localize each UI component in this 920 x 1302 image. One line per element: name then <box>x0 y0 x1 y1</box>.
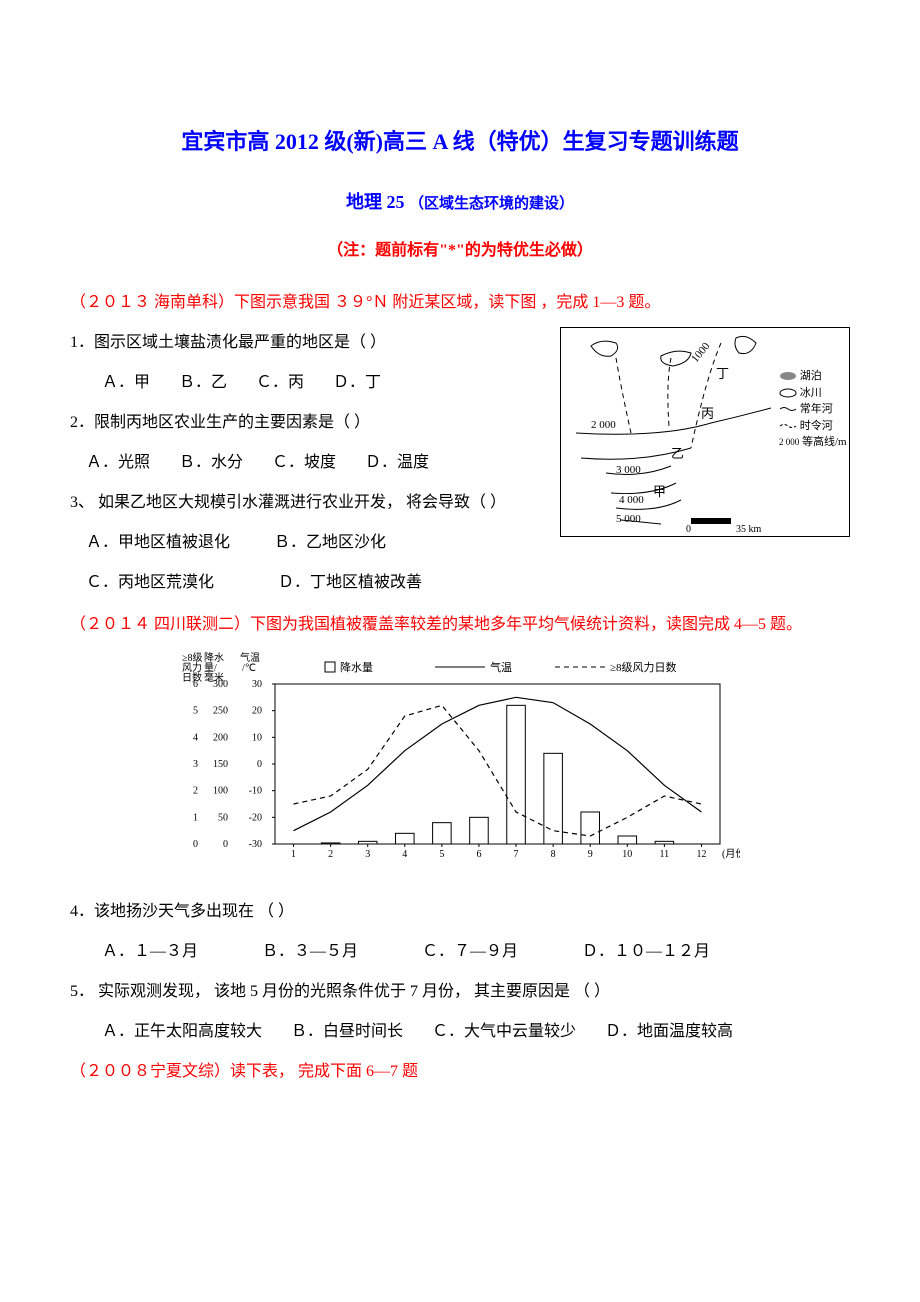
q1-3-block: 1．图示区域土壤盐渍化最严重的地区是（ ） Ａ．甲 Ｂ．乙 Ｃ．丙 Ｄ．丁 2．… <box>70 327 850 599</box>
q4: 4．该地扬沙天气多出现在 （ ） <box>70 896 850 928</box>
map-figure: 1000 2 000 3 000 4 000 5 000 丁 丙 乙 甲 0 3… <box>560 327 850 537</box>
q2-opt-a: Ａ．光照 <box>86 447 150 479</box>
svg-text:5: 5 <box>439 849 444 860</box>
svg-text:甲: 甲 <box>653 484 666 499</box>
svg-text:毫米: 毫米 <box>204 671 224 684</box>
svg-text:丙: 丙 <box>701 406 714 421</box>
svg-text:4: 4 <box>193 732 198 743</box>
q5-opt-a: Ａ．正午太阳高度较大 <box>102 1016 262 1048</box>
q3-opt-a: Ａ．甲地区植被退化 <box>86 527 230 559</box>
q3-opt-c: Ｃ．丙地区荒漠化 <box>86 567 214 599</box>
svg-text:200: 200 <box>213 732 228 743</box>
q1: 1．图示区域土壤盐渍化最严重的地区是（ ） <box>70 327 550 359</box>
subtitle-suffix: （区域生态环境的建设） <box>409 196 574 212</box>
svg-text:-20: -20 <box>249 812 262 823</box>
q3: 3、 如果乙地区大规模引水灌溉进行农业开发， 将会导致（ ） <box>70 487 550 519</box>
svg-text:丁: 丁 <box>716 366 729 381</box>
svg-text:5 000: 5 000 <box>616 513 641 525</box>
q4-opt-b: Ｂ．３—５月 <box>262 936 358 968</box>
climate-chart: 0123456050100150200250300-30-20-10010203… <box>180 649 850 881</box>
svg-text:100: 100 <box>213 786 228 797</box>
svg-text:7: 7 <box>514 849 519 860</box>
q3-options-2: Ｃ．丙地区荒漠化 Ｄ．丁地区植被改善 <box>70 567 550 599</box>
svg-text:日数: 日数 <box>182 671 202 684</box>
note: （注：题前标有"*"的为特优生必做） <box>70 235 850 267</box>
svg-text:30: 30 <box>252 679 262 690</box>
q1-opt-d: Ｄ．丁 <box>333 367 381 399</box>
svg-text:2: 2 <box>328 849 333 860</box>
svg-text:0: 0 <box>257 759 262 770</box>
q2-opt-d: Ｄ．温度 <box>365 447 429 479</box>
svg-text:12: 12 <box>696 849 706 860</box>
q1-opt-c: Ｃ．丙 <box>256 367 304 399</box>
svg-text:/℃: /℃ <box>242 663 256 674</box>
climate-chart-svg: 0123456050100150200250300-30-20-10010203… <box>180 649 740 869</box>
svg-text:1: 1 <box>291 849 296 860</box>
svg-text:10: 10 <box>252 732 262 743</box>
svg-text:11: 11 <box>660 849 670 860</box>
svg-text:3 000: 3 000 <box>616 464 641 476</box>
svg-text:9: 9 <box>588 849 593 860</box>
q5: 5． 实际观测发现， 该地 5 月份的光照条件优于 7 月份， 其主要原因是 （… <box>70 976 850 1008</box>
svg-text:≥8级风力日数: ≥8级风力日数 <box>610 661 677 674</box>
svg-text:150: 150 <box>213 759 228 770</box>
q1-options: Ａ．甲 Ｂ．乙 Ｃ．丙 Ｄ．丁 <box>70 367 550 399</box>
q4-opt-a: Ａ．１—３月 <box>102 936 198 968</box>
svg-text:0: 0 <box>223 839 228 850</box>
svg-text:降水量: 降水量 <box>340 660 373 674</box>
svg-text:-30: -30 <box>249 839 262 850</box>
svg-text:4 000: 4 000 <box>619 494 644 506</box>
q5-opt-b: Ｂ．白昼时间长 <box>291 1016 403 1048</box>
q3-options-1: Ａ．甲地区植被退化 Ｂ．乙地区沙化 <box>70 527 550 559</box>
svg-text:50: 50 <box>218 812 228 823</box>
intro-q6-7: （２００８宁夏文综）读下表， 完成下面 6—7 题 <box>70 1056 850 1088</box>
q3-opt-d: Ｄ．丁地区植被改善 <box>278 567 422 599</box>
svg-text:250: 250 <box>213 706 228 717</box>
svg-text:3: 3 <box>365 849 370 860</box>
svg-text:1: 1 <box>193 812 198 823</box>
svg-text:2 000: 2 000 <box>591 419 616 431</box>
q5-options: Ａ．正午太阳高度较大 Ｂ．白昼时间长 Ｃ．大气中云量较少 Ｄ．地面温度较高 <box>70 1016 850 1048</box>
svg-text:0: 0 <box>686 524 691 535</box>
svg-text:乙: 乙 <box>671 446 684 461</box>
subtitle-prefix: 地理 25 <box>346 192 405 212</box>
intro-q1-3: （２０１３ 海南单科）下图示意我国 ３９°Ｎ 附近某区域，读下图 ，完成 1—3… <box>70 287 850 319</box>
q2-opt-b: Ｂ．水分 <box>179 447 243 479</box>
q5-opt-d: Ｄ．地面温度较高 <box>605 1016 733 1048</box>
svg-text:10: 10 <box>622 849 632 860</box>
svg-text:5: 5 <box>193 706 198 717</box>
q4-options: Ａ．１—３月 Ｂ．３—５月 Ｃ．７—９月 Ｄ．１０—１２月 <box>70 936 850 968</box>
q3-opt-b: Ｂ．乙地区沙化 <box>274 527 386 559</box>
map-svg: 1000 2 000 3 000 4 000 5 000 丁 丙 乙 甲 0 3… <box>561 328 779 536</box>
svg-text:-10: -10 <box>249 786 262 797</box>
q1-opt-b: Ｂ．乙 <box>179 367 227 399</box>
svg-text:(月份): (月份) <box>722 848 740 860</box>
svg-text:2: 2 <box>193 786 198 797</box>
q2: 2．限制丙地区农业生产的主要因素是（ ） <box>70 407 550 439</box>
intro-q4-5: （２０１４ 四川联测二）下图为我国植被覆盖率较差的某地多年平均气候统计资料，读图… <box>70 609 850 641</box>
q5-opt-c: Ｃ．大气中云量较少 <box>432 1016 576 1048</box>
page-title: 宜宾市高 2012 级(新)高三 A 线（特优）生复习专题训练题 <box>70 120 850 164</box>
svg-text:3: 3 <box>193 759 198 770</box>
svg-text:0: 0 <box>193 839 198 850</box>
q2-opt-c: Ｃ．坡度 <box>272 447 336 479</box>
q4-opt-c: Ｃ．７—９月 <box>422 936 518 968</box>
svg-text:20: 20 <box>252 706 262 717</box>
svg-text:4: 4 <box>402 849 407 860</box>
q2-options: Ａ．光照 Ｂ．水分 Ｃ．坡度 Ｄ．温度 <box>70 447 550 479</box>
subtitle: 地理 25 （区域生态环境的建设） <box>70 184 850 220</box>
q1-opt-a: Ａ．甲 <box>102 367 150 399</box>
svg-text:1000: 1000 <box>689 340 713 365</box>
q4-opt-d: Ｄ．１０—１２月 <box>582 936 710 968</box>
svg-text:35 km: 35 km <box>736 524 762 535</box>
map-legend: 湖泊 冰川 常年河 时令河 2 000 等高线/m <box>779 368 849 451</box>
svg-text:气温: 气温 <box>490 660 512 674</box>
svg-text:6: 6 <box>476 849 481 860</box>
svg-text:8: 8 <box>551 849 556 860</box>
